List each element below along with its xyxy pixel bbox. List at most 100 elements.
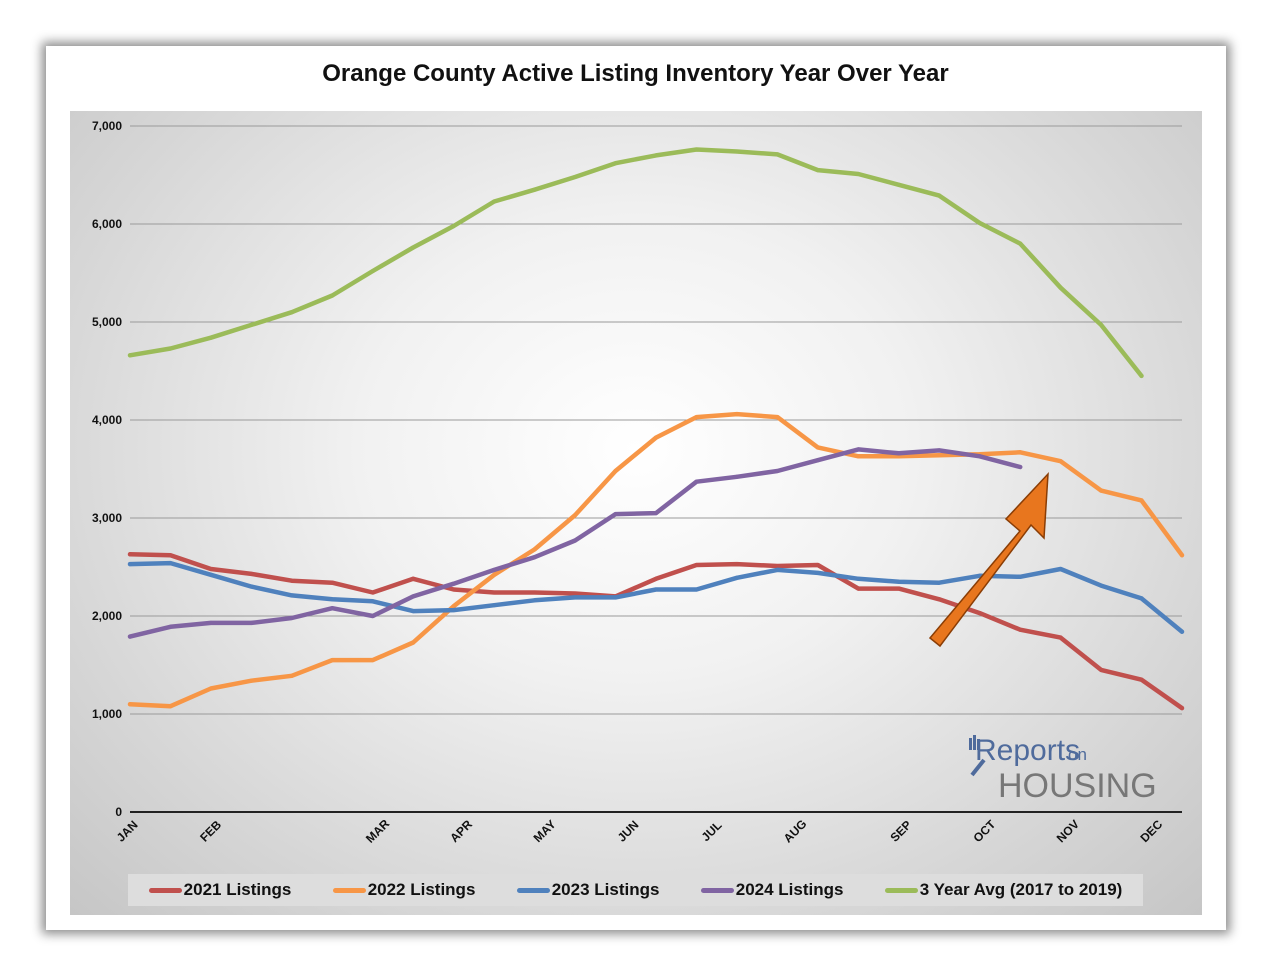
legend-label-2024: 2024 Listings [735,880,844,899]
data-point-3-9 [492,567,497,572]
data-point-4-19 [896,182,901,187]
data-point-0-17 [815,563,820,567]
data-point-3-21 [977,454,982,459]
data-point-0-25 [1139,677,1144,682]
legend-swatch-2023 [516,887,550,893]
legend: 2021 Listings 2022 Listings 2023 Listing… [128,874,1143,906]
y-tick-label: 5,000 [92,315,122,329]
x-tick-label-nov: NOV [1054,817,1082,845]
data-point-2-9 [492,603,497,608]
data-point-1-14 [694,415,699,420]
data-point-3-13 [654,511,658,516]
data-point-0-9 [492,590,497,595]
data-point-4-22 [1018,241,1023,246]
legend-label-2023: 2023 Listings [551,880,660,899]
data-point-3-8 [451,581,456,586]
data-point-3-19 [896,451,901,456]
legend-item-3yr-avg: 3 Year Avg (2017 to 2019) [884,880,1123,900]
y-tick-label: 2,000 [92,609,122,623]
data-point-0-4 [289,578,294,583]
data-point-4-23 [1058,285,1063,290]
logo-text-on: on [1068,745,1087,764]
data-point-0-18 [856,586,861,591]
data-point-2-1 [168,561,173,566]
data-point-4-24 [1099,322,1104,327]
data-point-0-22 [1018,627,1023,632]
data-point-1-13 [654,435,658,440]
series-line-4 [127,147,1144,379]
data-point-1-10 [532,547,537,552]
data-point-2-12 [613,595,618,600]
data-point-4-8 [451,224,456,228]
data-point-3-14 [694,479,699,484]
data-point-0-21 [977,611,982,616]
data-point-0-0 [128,552,132,557]
data-point-1-20 [937,453,942,458]
x-tick-label-mar: MAR [363,816,392,845]
y-tick-label: 6,000 [92,217,122,231]
x-tick-label-jul: JUL [699,818,725,844]
legend-label-2022: 2022 Listings [367,880,476,899]
data-point-2-13 [654,587,658,592]
series-line-3 [127,447,1023,639]
data-point-4-0 [128,353,132,358]
data-point-2-3 [249,584,254,589]
data-point-1-3 [249,678,254,683]
data-point-0-16 [775,564,780,568]
data-point-1-5 [330,658,335,663]
legend-item-2023: 2023 Listings [516,880,660,900]
data-point-0-7 [411,576,416,581]
data-point-0-10 [532,590,537,595]
data-point-4-5 [330,293,335,298]
data-point-2-17 [815,570,820,575]
data-point-3-7 [411,594,416,599]
x-tick-label-dec: DEC [1137,817,1165,845]
data-point-4-7 [411,245,416,250]
data-point-1-12 [613,469,618,473]
data-point-4-20 [937,193,942,198]
x-tick-label-oct: OCT [970,817,998,845]
data-point-2-2 [208,572,213,577]
x-tick-label-jan: JAN [114,818,141,845]
data-point-0-26 [1180,706,1184,711]
data-point-2-25 [1139,596,1144,601]
data-point-0-19 [896,586,901,591]
data-point-2-24 [1099,583,1104,588]
data-point-1-8 [451,604,456,609]
data-point-3-5 [330,606,335,611]
data-point-2-11 [573,595,578,600]
data-point-4-21 [977,221,982,225]
data-point-1-11 [573,513,578,518]
x-tick-label-apr: APR [447,817,475,845]
data-point-4-3 [249,322,254,327]
data-point-4-14 [694,147,699,152]
data-point-2-19 [896,579,901,584]
x-tick-label-feb: FEB [197,818,224,845]
data-point-4-9 [492,199,497,204]
legend-label-3yr-avg: 3 Year Avg (2017 to 2019) [919,880,1123,899]
data-point-4-15 [734,149,739,154]
data-point-1-16 [775,415,780,420]
data-point-3-6 [370,614,375,618]
data-point-1-1 [168,704,173,709]
data-point-1-22 [1018,450,1023,455]
data-point-4-10 [532,187,537,192]
x-tick-label-jun: JUN [615,818,642,845]
data-point-2-4 [289,593,294,598]
data-point-0-20 [937,597,942,602]
data-point-2-5 [330,597,335,602]
data-point-0-6 [370,590,375,595]
data-point-2-18 [856,576,861,581]
data-point-2-22 [1018,574,1023,579]
reports-on-housing-logo: Reports on HOUSING [962,730,1162,805]
data-point-0-13 [654,576,658,581]
data-point-2-15 [734,575,739,580]
data-point-1-23 [1058,459,1063,464]
data-point-0-3 [249,571,254,576]
data-point-1-6 [370,658,375,663]
x-tick-label-aug: AUG [781,817,810,846]
legend-item-2022: 2022 Listings [332,880,476,900]
data-point-1-9 [492,572,497,577]
data-point-4-2 [208,335,213,340]
chart-title: Orange County Active Listing Inventory Y… [322,60,949,87]
